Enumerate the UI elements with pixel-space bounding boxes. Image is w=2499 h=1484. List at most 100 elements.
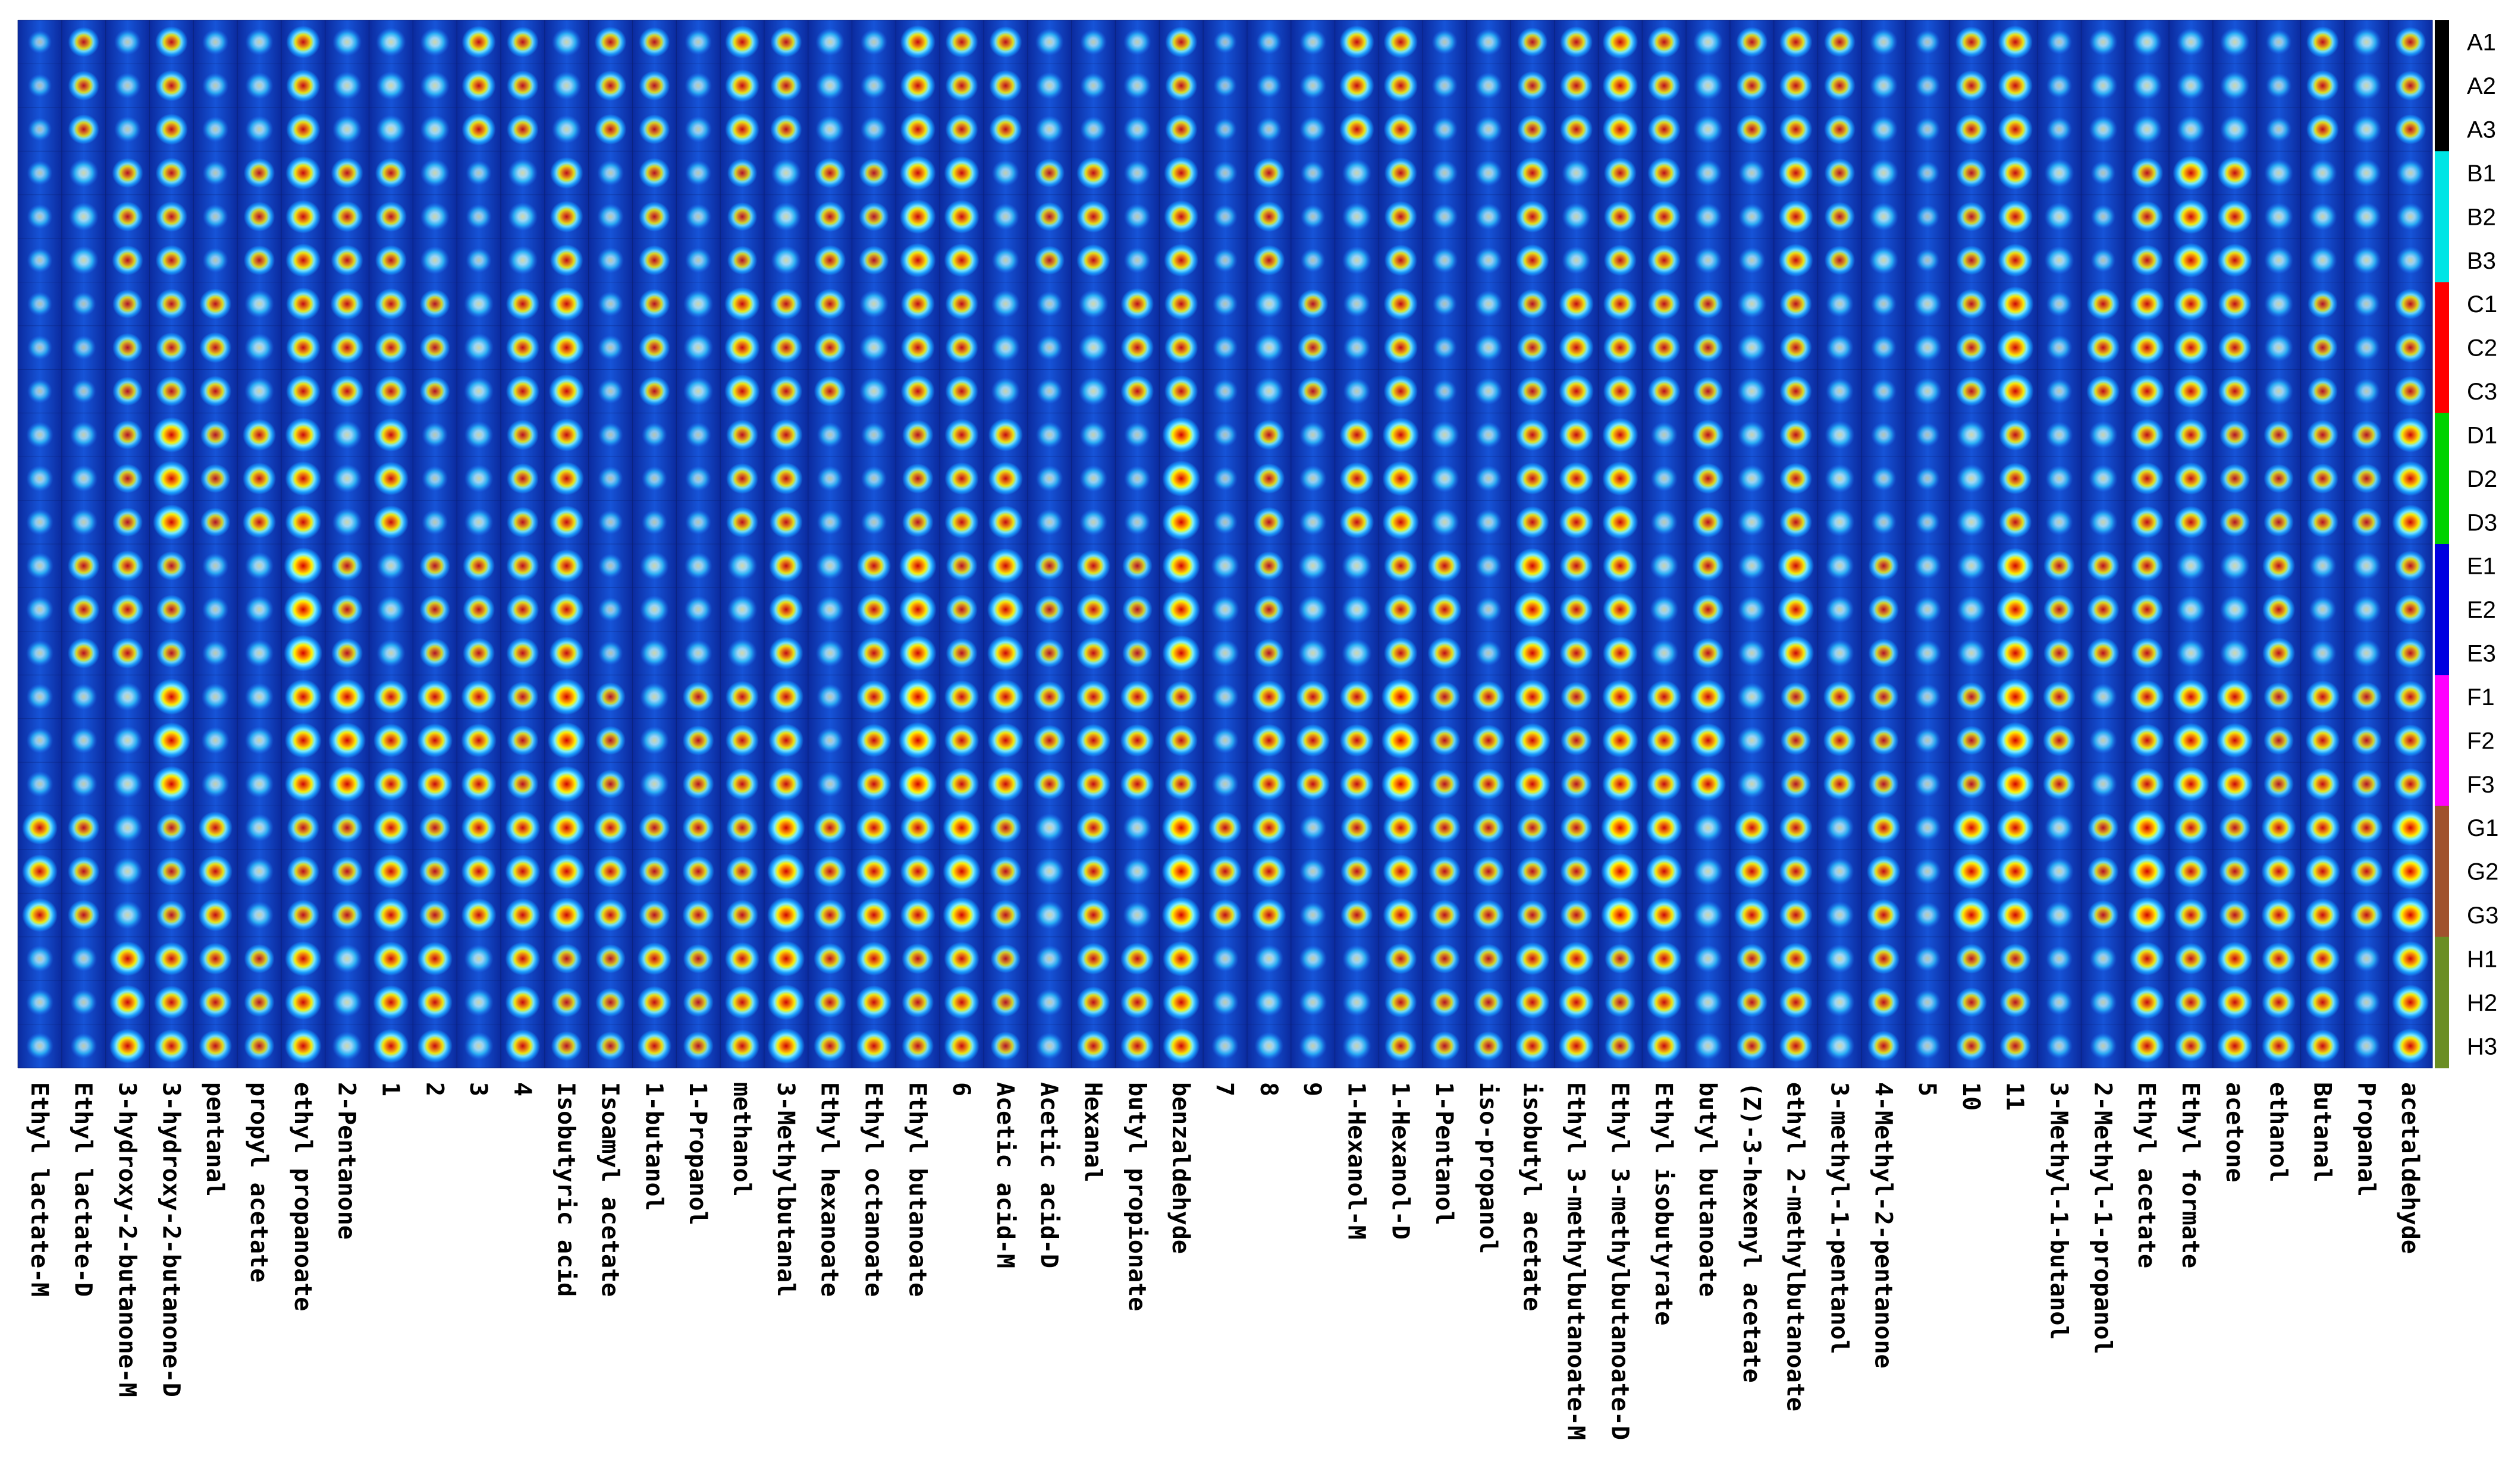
intensity-spot (1254, 551, 1285, 581)
intensity-spot (27, 291, 52, 316)
heatmap-cell (1861, 194, 1906, 239)
heatmap-cell (1335, 980, 1379, 1025)
heatmap-cell (1247, 457, 1292, 501)
heatmap-cell (1905, 675, 1950, 719)
intensity-spot (1076, 855, 1111, 888)
heatmap-cell (413, 20, 457, 64)
heatmap-cell (808, 457, 853, 501)
intensity-spot (1825, 901, 1854, 929)
heatmap-cell (105, 369, 150, 414)
intensity-spot (2306, 70, 2339, 102)
heatmap-cell (1071, 893, 1116, 938)
heatmap-cell (237, 413, 282, 457)
heatmap-cell (1905, 849, 1950, 894)
intensity-spot (2391, 853, 2430, 890)
intensity-spot (2264, 202, 2293, 231)
intensity-spot (1211, 596, 1239, 624)
heatmap-cell (457, 369, 501, 414)
heatmap-cell (808, 413, 853, 457)
heatmap-cell (193, 980, 238, 1025)
compound-label: benzaldehyde (1167, 1082, 1194, 1254)
intensity-spot (946, 638, 978, 668)
intensity-spot (417, 680, 453, 714)
intensity-spot (1914, 727, 1941, 753)
intensity-spot (1603, 331, 1638, 364)
heatmap-cell (61, 282, 106, 326)
intensity-spot (1299, 989, 1327, 1016)
intensity-spot (1647, 70, 1681, 102)
intensity-spot (685, 247, 712, 273)
intensity-spot (548, 287, 585, 321)
intensity-spot (461, 811, 497, 845)
intensity-spot (1123, 29, 1151, 56)
intensity-spot (1161, 897, 1201, 933)
heatmap-cell (1203, 238, 1248, 282)
intensity-spot (2306, 114, 2339, 145)
intensity-spot (27, 204, 53, 229)
intensity-spot (1515, 419, 1549, 451)
heatmap-cell (1423, 238, 1467, 282)
intensity-spot (1076, 549, 1111, 582)
heatmap-cell (1467, 194, 1511, 239)
heatmap-cell (18, 457, 62, 501)
intensity-spot (463, 550, 495, 581)
compound-label: Ethyl octanoate (859, 1082, 887, 1297)
intensity-spot (26, 1033, 54, 1059)
heatmap-cell (1861, 587, 1906, 632)
intensity-spot (464, 377, 494, 405)
heatmap-cell (1554, 107, 1599, 152)
intensity-spot (1647, 114, 1681, 145)
heatmap-cell (1773, 107, 1819, 152)
heatmap-cell (2212, 587, 2258, 632)
heatmap-cell (764, 500, 809, 545)
intensity-spot (945, 375, 978, 407)
intensity-spot (1120, 1030, 1154, 1062)
heatmap-cell (808, 936, 853, 981)
intensity-spot (1076, 811, 1111, 844)
intensity-spot (507, 769, 539, 800)
heatmap-cell (1071, 369, 1116, 414)
compound-label: Ethyl lactate-M (26, 1082, 53, 1297)
heatmap-cell (193, 675, 238, 719)
heatmap-cell (2169, 544, 2214, 588)
intensity-spot (1646, 1029, 1682, 1063)
heatmap-cell (1115, 806, 1160, 850)
intensity-spot (988, 462, 1024, 495)
heatmap-cell (325, 806, 370, 850)
heatmap-cell (1291, 369, 1336, 414)
heatmap-cell (237, 20, 282, 64)
intensity-spot (727, 595, 758, 624)
heatmap-cell (2081, 457, 2126, 501)
intensity-spot (112, 420, 143, 450)
intensity-spot (1429, 725, 1461, 756)
intensity-spot (2351, 464, 2382, 493)
heatmap-cell (1993, 893, 2038, 938)
intensity-spot (1737, 508, 1766, 536)
heatmap-cell (105, 64, 150, 108)
heatmap-cell (1554, 194, 1599, 239)
heatmap-cell (281, 20, 326, 64)
intensity-spot (813, 812, 847, 844)
heatmap-cell (105, 151, 150, 196)
heatmap-cell (2081, 631, 2126, 675)
intensity-spot (945, 332, 978, 364)
heatmap-cell (2344, 806, 2389, 850)
heatmap-cell (325, 500, 370, 545)
intensity-spot (1384, 157, 1417, 189)
heatmap-cell (1729, 413, 1775, 457)
heatmap-cell (501, 238, 545, 282)
heatmap-cell (193, 718, 238, 763)
heatmap-cell (1949, 675, 1994, 719)
heatmap-cell (1554, 457, 1599, 501)
heatmap-cell (1159, 369, 1204, 414)
heatmap-cell (281, 457, 326, 501)
heatmap-cell (2344, 20, 2389, 64)
heatmap-cell (325, 849, 370, 894)
intensity-spot (1602, 505, 1638, 540)
intensity-spot (2042, 681, 2076, 713)
intensity-spot (2351, 682, 2382, 712)
heatmap-cell (1729, 325, 1775, 370)
intensity-spot (1693, 71, 1723, 100)
heatmap-cell (1686, 20, 1731, 64)
heatmap-cell (369, 587, 413, 632)
